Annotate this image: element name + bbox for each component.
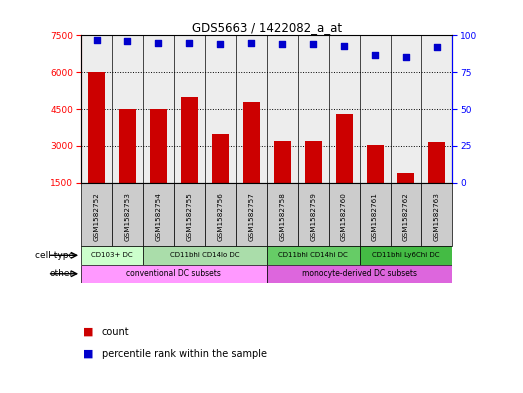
Bar <box>328 35 360 183</box>
Bar <box>205 183 236 246</box>
Point <box>216 41 224 48</box>
Bar <box>360 246 452 264</box>
Bar <box>336 114 353 183</box>
Point <box>278 41 287 48</box>
Text: ■: ■ <box>83 327 93 337</box>
Bar <box>298 35 328 183</box>
Point <box>340 42 348 49</box>
Bar <box>267 246 360 264</box>
Bar <box>81 183 112 246</box>
Bar <box>360 35 391 183</box>
Bar <box>150 109 167 183</box>
Bar <box>181 97 198 183</box>
Text: GSM1582761: GSM1582761 <box>372 192 378 241</box>
Bar <box>422 35 452 183</box>
Bar <box>112 35 143 183</box>
Bar <box>267 183 298 246</box>
Point <box>93 37 101 43</box>
Point <box>309 41 317 48</box>
Text: CD103+ DC: CD103+ DC <box>91 252 133 258</box>
Bar <box>267 35 298 183</box>
Point <box>123 38 132 44</box>
Text: GSM1582758: GSM1582758 <box>279 192 285 241</box>
Bar <box>391 35 422 183</box>
Bar <box>81 35 112 183</box>
Bar <box>274 141 291 183</box>
Bar <box>143 246 267 264</box>
Point <box>247 40 255 46</box>
Text: CD11bhi Ly6Chi DC: CD11bhi Ly6Chi DC <box>372 252 440 258</box>
Text: conventional DC subsets: conventional DC subsets <box>127 269 221 278</box>
Point <box>371 51 379 58</box>
Bar <box>304 141 322 183</box>
Bar <box>205 35 236 183</box>
Text: other: other <box>49 269 74 278</box>
Bar <box>81 264 267 283</box>
Text: count: count <box>102 327 130 337</box>
Title: GDS5663 / 1422082_a_at: GDS5663 / 1422082_a_at <box>191 21 342 34</box>
Bar <box>88 72 105 183</box>
Point <box>402 54 410 61</box>
Text: monocyte-derived DC subsets: monocyte-derived DC subsets <box>302 269 417 278</box>
Text: cell type: cell type <box>35 251 74 260</box>
Bar <box>112 183 143 246</box>
Text: GSM1582757: GSM1582757 <box>248 192 254 241</box>
Point <box>154 40 163 46</box>
Bar <box>391 183 422 246</box>
Bar <box>143 35 174 183</box>
Point <box>185 40 194 46</box>
Text: GSM1582763: GSM1582763 <box>434 192 440 241</box>
Bar <box>367 145 383 183</box>
Bar <box>212 134 229 183</box>
Bar <box>81 246 143 264</box>
Bar <box>360 183 391 246</box>
Bar <box>236 35 267 183</box>
Text: ■: ■ <box>83 349 93 359</box>
Point <box>433 44 441 50</box>
Text: CD11bhi CD14lo DC: CD11bhi CD14lo DC <box>170 252 240 258</box>
Bar <box>236 183 267 246</box>
Text: GSM1582759: GSM1582759 <box>310 192 316 241</box>
Bar <box>422 183 452 246</box>
Text: GSM1582753: GSM1582753 <box>124 192 130 241</box>
Text: percentile rank within the sample: percentile rank within the sample <box>102 349 267 359</box>
Text: GSM1582755: GSM1582755 <box>186 192 192 241</box>
Bar <box>174 183 205 246</box>
Text: GSM1582762: GSM1582762 <box>403 192 409 241</box>
Bar <box>397 173 415 183</box>
Bar <box>143 183 174 246</box>
Bar <box>243 102 260 183</box>
Bar <box>267 264 452 283</box>
Bar <box>119 109 136 183</box>
Bar <box>328 183 360 246</box>
Bar <box>428 142 446 183</box>
Bar <box>174 35 205 183</box>
Text: CD11bhi CD14hi DC: CD11bhi CD14hi DC <box>278 252 348 258</box>
Text: GSM1582760: GSM1582760 <box>341 192 347 241</box>
Text: GSM1582754: GSM1582754 <box>155 192 162 241</box>
Bar <box>298 183 328 246</box>
Text: GSM1582752: GSM1582752 <box>94 192 99 241</box>
Text: GSM1582756: GSM1582756 <box>218 192 223 241</box>
